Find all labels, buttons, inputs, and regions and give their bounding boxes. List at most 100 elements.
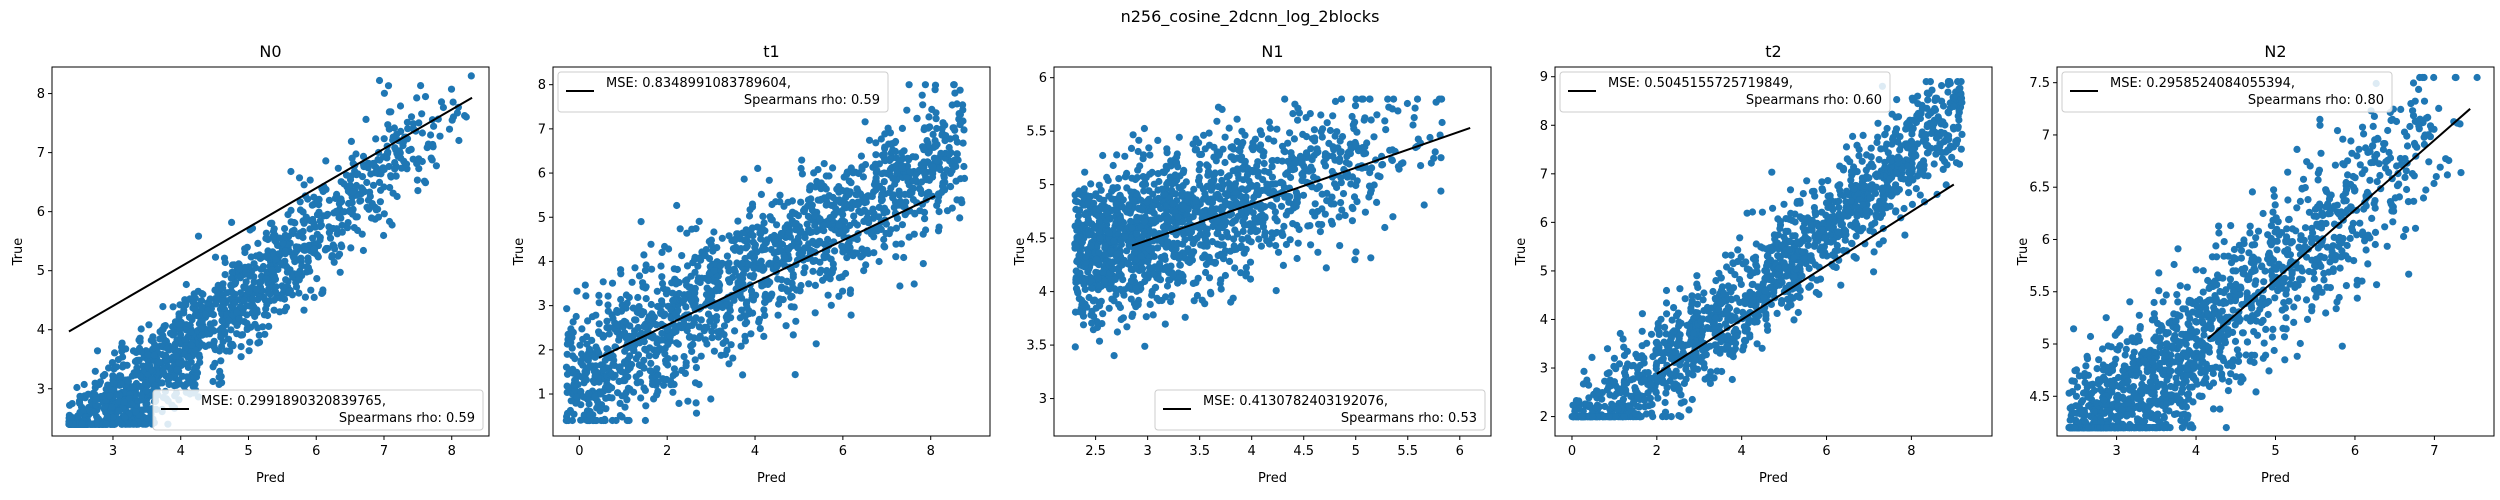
- data-point: [397, 154, 405, 162]
- data-point: [117, 380, 125, 388]
- data-point: [1204, 162, 1212, 170]
- data-point: [210, 343, 218, 351]
- data-point: [682, 362, 690, 370]
- data-point: [191, 306, 199, 314]
- data-point: [1337, 174, 1345, 182]
- data-point: [861, 161, 870, 169]
- data-point: [872, 151, 880, 159]
- data-point: [1101, 242, 1109, 250]
- data-point: [251, 320, 259, 328]
- data-point: [1149, 202, 1157, 210]
- data-point: [916, 207, 924, 215]
- data-point: [296, 206, 305, 214]
- data-point: [937, 188, 946, 196]
- data-point: [1154, 244, 1162, 252]
- data-point: [860, 267, 868, 275]
- data-point: [909, 184, 917, 192]
- data-point: [1265, 240, 1274, 248]
- data-point: [563, 305, 571, 313]
- data-point: [359, 185, 367, 193]
- data-point: [650, 313, 658, 321]
- data-point: [128, 400, 136, 408]
- data-point: [704, 277, 712, 285]
- data-point: [708, 334, 716, 342]
- data-point: [1127, 277, 1136, 285]
- data-point: [270, 225, 278, 233]
- data-point: [792, 226, 800, 234]
- data-point: [261, 330, 269, 338]
- data-point: [349, 188, 357, 196]
- data-point: [863, 214, 871, 222]
- data-point: [623, 396, 631, 404]
- data-point: [1169, 271, 1177, 279]
- data-point: [350, 224, 358, 232]
- data-point: [816, 215, 824, 224]
- data-point: [344, 219, 352, 227]
- data-point: [940, 173, 948, 182]
- data-point: [695, 334, 703, 342]
- data-point: [1321, 152, 1329, 161]
- data-point: [1223, 190, 1231, 198]
- data-point: [943, 207, 952, 215]
- data-point: [956, 110, 964, 119]
- data-point: [197, 324, 205, 332]
- data-point: [880, 204, 888, 212]
- data-point: [641, 323, 649, 331]
- data-point: [1137, 252, 1145, 260]
- data-point: [1866, 227, 1874, 235]
- legend-spearman: Spearmans rho: 0.59: [339, 411, 475, 426]
- data-point: [1202, 268, 1210, 277]
- axes-frame: [552, 66, 991, 437]
- data-point: [118, 339, 126, 347]
- data-point: [1100, 196, 1108, 204]
- data-point: [1192, 198, 1200, 207]
- data-point: [1373, 111, 1381, 119]
- data-point: [899, 202, 907, 210]
- data-point: [1120, 286, 1128, 294]
- data-point: [729, 354, 737, 362]
- axes-frame: [51, 66, 490, 437]
- data-point: [215, 373, 223, 381]
- data-point: [1367, 116, 1375, 124]
- data-point: [749, 273, 757, 281]
- data-point: [1079, 299, 1087, 307]
- data-point: [1230, 235, 1238, 243]
- data-point: [397, 127, 405, 135]
- data-point: [255, 331, 263, 339]
- data-point: [687, 272, 695, 280]
- data-point: [1090, 312, 1098, 321]
- data-point: [1161, 320, 1169, 328]
- data-point: [952, 177, 960, 185]
- data-point: [1253, 227, 1262, 235]
- data-point: [78, 420, 86, 428]
- data-point: [257, 278, 265, 286]
- data-point: [392, 172, 400, 180]
- data-point: [415, 165, 423, 173]
- data-point: [671, 354, 679, 362]
- data-point: [1144, 258, 1152, 266]
- data-point: [270, 306, 278, 314]
- data-point: [295, 289, 303, 297]
- data-point: [1090, 199, 1098, 207]
- data-point: [658, 248, 666, 256]
- data-point: [1808, 187, 1816, 196]
- data-point: [1123, 247, 1131, 255]
- data-point: [887, 226, 895, 234]
- data-point: [804, 202, 812, 210]
- data-point: [675, 289, 683, 298]
- data-point: [661, 344, 669, 353]
- data-point: [577, 387, 585, 395]
- data-point: [787, 266, 795, 274]
- data-point: [1307, 241, 1315, 249]
- data-point: [1370, 133, 1378, 141]
- data-point: [1207, 208, 1216, 216]
- data-point: [1294, 239, 1302, 247]
- data-point: [287, 206, 295, 214]
- data-point: [1116, 224, 1124, 233]
- data-point: [1138, 180, 1147, 189]
- data-point: [1278, 157, 1286, 165]
- data-point: [135, 336, 143, 344]
- data-point: [647, 300, 655, 309]
- data-point: [892, 240, 900, 248]
- data-point: [1130, 248, 1139, 256]
